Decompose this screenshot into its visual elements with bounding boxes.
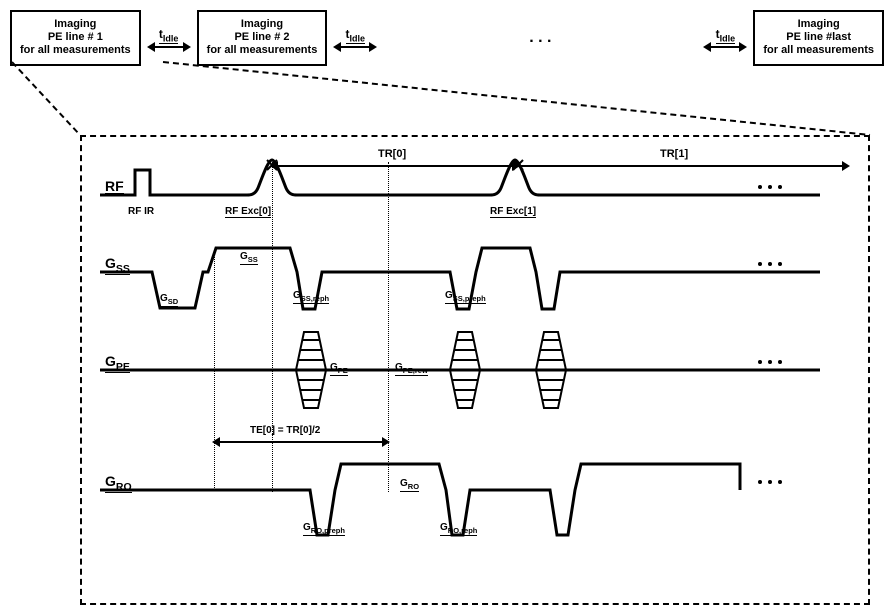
gro-lobe-label: GRO <box>400 478 419 492</box>
box1-l1: Imaging <box>54 18 96 30</box>
box2-l3: for all measurements <box>207 44 318 56</box>
box1-l2: PE line # 1 <box>48 31 103 43</box>
box1-l3: for all measurements <box>20 44 131 56</box>
boxl-l3: for all measurements <box>763 44 874 56</box>
sequence-flow-row: Imaging PE line # 1 for all measurements… <box>10 10 884 66</box>
gro-reph-label: GRO,reph <box>440 522 477 536</box>
box2-l1: Imaging <box>241 18 283 30</box>
gpe-rew-label: GPE,rew <box>395 362 428 376</box>
pe-line-box-2: Imaging PE line # 2 for all measurements <box>197 10 328 66</box>
idle-arrow-last <box>705 46 745 48</box>
boxl-l2: PE line #last <box>786 31 851 43</box>
gss-preph-label: GSS,preph <box>445 290 486 304</box>
continuation-dots: . . . <box>383 29 697 47</box>
idle-label-last: tIdle <box>716 27 736 44</box>
rf-exc0-label: RF Exc[0] <box>225 206 271 218</box>
gss-reph-label: GSS,reph <box>293 290 329 304</box>
pe-line-box-last: Imaging PE line #last for all measuremen… <box>753 10 884 66</box>
idle-arrow-2 <box>335 46 375 48</box>
idle-arrow-1 <box>149 46 189 48</box>
idle-label-1: tIdle <box>159 27 179 44</box>
idle-gap-2: tIdle <box>335 27 375 48</box>
boxl-l1: Imaging <box>798 18 840 30</box>
rf-ir-label: RF IR <box>128 206 154 217</box>
gro-preph-label: GRO,preph <box>303 522 345 536</box>
gpe-label: GPE <box>330 362 348 376</box>
pulse-sequence-svg <box>100 140 860 600</box>
box2-l2: PE line # 2 <box>234 31 289 43</box>
idle-gap-1: tIdle <box>149 27 189 48</box>
gss-pos-label: GSS <box>240 251 258 265</box>
idle-label-2: tIdle <box>346 27 366 44</box>
rf-exc1-label: RF Exc[1] <box>490 206 536 218</box>
idle-gap-last: tIdle <box>705 27 745 48</box>
pe-line-box-1: Imaging PE line # 1 for all measurements <box>10 10 141 66</box>
gso-label: GSD <box>160 293 178 307</box>
